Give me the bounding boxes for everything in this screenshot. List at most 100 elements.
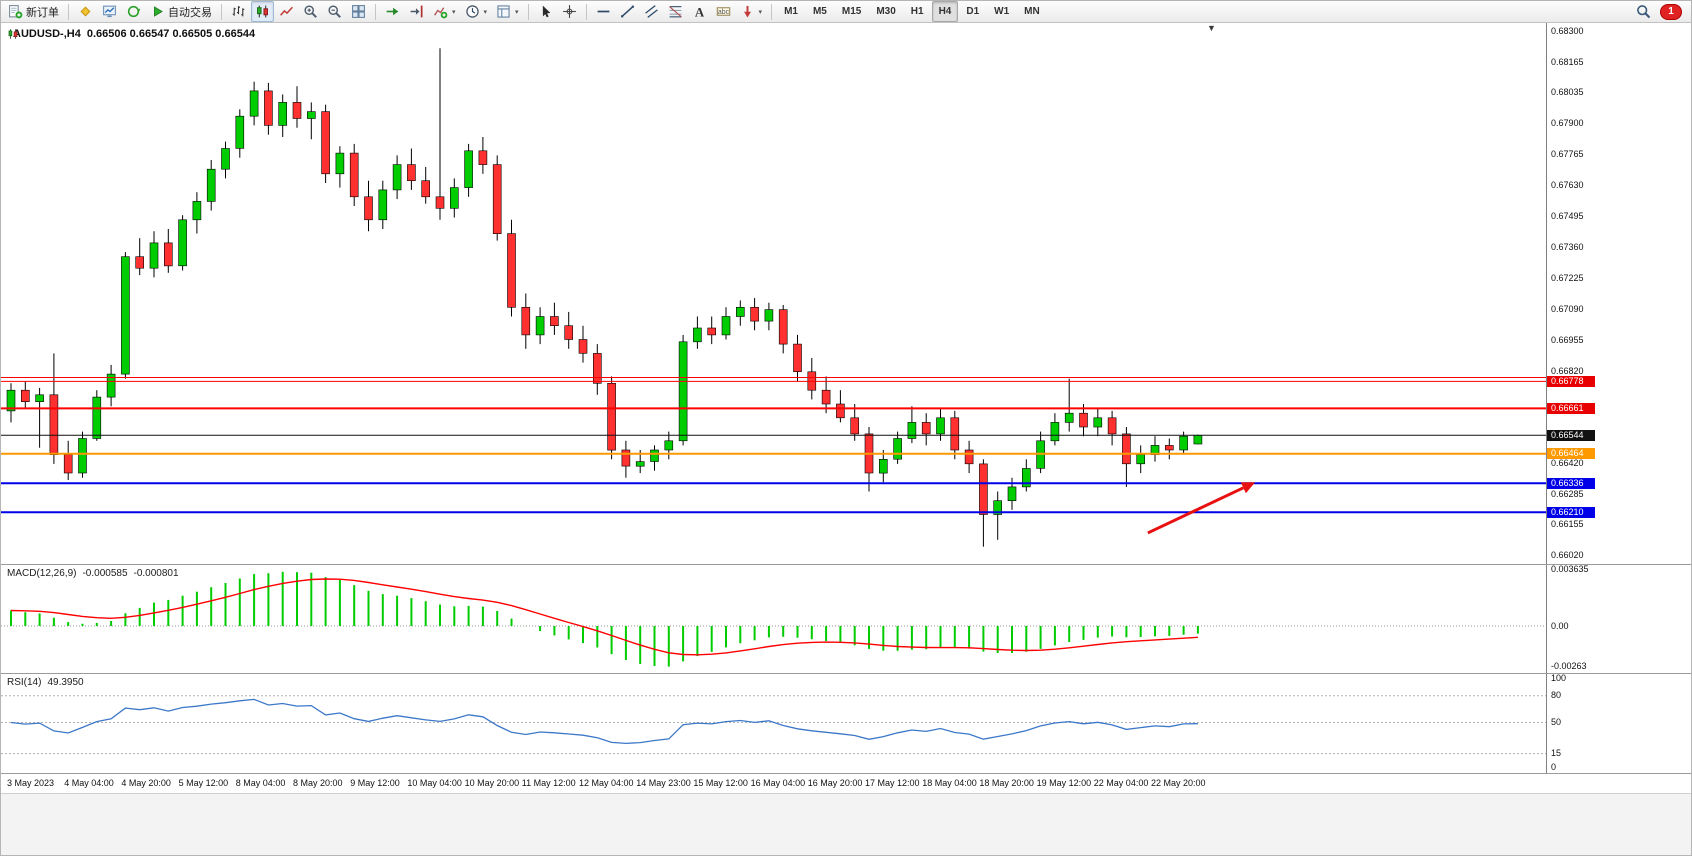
dropdown-arrow-icon: ▾ [515, 8, 519, 16]
price-axis-label: 0.67765 [1551, 148, 1584, 159]
data-window-icon [126, 4, 141, 19]
timeframe-w1-button[interactable]: W1 [994, 6, 1010, 17]
time-axis-label: 12 May 04:00 [579, 778, 634, 788]
timeframe-h4-button[interactable]: H4 [931, 1, 959, 22]
toolbar-separator [375, 3, 376, 20]
chart-shift-marker-icon[interactable] [1207, 23, 1216, 33]
line-icon [279, 4, 294, 19]
tile-icon [351, 4, 366, 19]
macd-axis-label: 0.00 [1551, 620, 1569, 631]
timeframe-m15-button[interactable]: M15 [841, 6, 862, 17]
candlestick-chart-button[interactable] [251, 1, 274, 22]
notification-badge[interactable]: 1 [1660, 3, 1682, 20]
timeframe-h1-button[interactable]: H1 [910, 6, 924, 17]
bar-chart-button[interactable] [227, 1, 250, 22]
fibonacci-button[interactable] [664, 1, 687, 22]
time-axis-label: 8 May 20:00 [293, 778, 343, 788]
time-axis-label: 22 May 04:00 [1093, 778, 1149, 788]
templates-button[interactable]: ▾ [492, 1, 523, 22]
indicators-icon [433, 4, 448, 19]
rsi-axis-label: 100 [1551, 672, 1567, 683]
timeframe-m30-button[interactable]: M30 [876, 6, 896, 17]
toolbar-separator [68, 3, 69, 20]
rsi-axis[interactable]: 100 80 50 15 0 [1546, 672, 1691, 773]
timeframe-mn-button[interactable]: MN [1024, 6, 1040, 17]
time-axis-label: 3 May 2023 [7, 778, 55, 788]
new-order-icon [8, 4, 23, 19]
price-axis-label: 0.67360 [1551, 242, 1584, 252]
line-chart-button[interactable] [275, 1, 298, 22]
macd-label: MACD(12,26,9) -0.000585 -0.000801 [7, 568, 179, 579]
main-chart[interactable]: AUDUSD-,H4 0.66506 0.66547 0.66505 0.665… [1, 23, 1546, 564]
bars-icon [231, 4, 246, 19]
dropdown-arrow-icon: ▾ [758, 8, 763, 16]
candlestick-chart-canvas [1, 48, 1546, 547]
text-icon: A [692, 4, 707, 19]
macd-canvas [1, 571, 1546, 667]
cursor-button[interactable] [534, 1, 557, 22]
label-button[interactable]: abc [712, 1, 735, 22]
macd-axis-label: 0.003635 [1551, 564, 1589, 574]
price-axis-label: 0.68300 [1551, 25, 1584, 36]
price-axis-label: 0.67495 [1551, 210, 1584, 221]
periods-button[interactable]: ▾ [461, 1, 492, 22]
price-tag-0.66464: 0.66464 [1547, 448, 1595, 460]
price-tag-0.66210: 0.66210 [1547, 506, 1595, 518]
time-axis-label: 5 May 12:00 [178, 778, 229, 788]
time-axis-label: 8 May 04:00 [235, 778, 286, 788]
rsi-label: RSI(14) 49.3950 [7, 677, 84, 688]
metaeditor-button[interactable] [74, 1, 97, 22]
search-button[interactable] [1632, 1, 1655, 22]
price-tag-0.66544: 0.66544 [1547, 429, 1595, 441]
time-axis[interactable]: 3 May 2023 4 May 04:00 4 May 20:00 5 May 12… [1, 774, 1691, 793]
cursor-icon [538, 4, 553, 19]
toolbar-separator [221, 3, 222, 20]
price-axis[interactable]: 0.68300 0.68165 0.68035 0.67900 0.67765 0.676… [1546, 23, 1691, 564]
auto-scroll-button[interactable] [381, 1, 404, 22]
horizontal-line-button[interactable] [592, 1, 615, 22]
auto-scroll-icon [385, 4, 400, 19]
zoom-in-icon [303, 4, 318, 19]
time-axis-label: 4 May 20:00 [121, 778, 171, 788]
hline-icon [596, 4, 611, 19]
macd-axis[interactable]: 0.003635 0.00 -0.00263 [1546, 564, 1691, 673]
dropdown-arrow-icon: ▾ [452, 8, 456, 16]
price-axis-label: 0.66820 [1551, 366, 1584, 377]
data-window-button[interactable] [122, 1, 145, 22]
zoom-out-button[interactable] [323, 1, 346, 22]
time-axis-label: 17 May 12:00 [865, 778, 920, 788]
toolbar-separator [527, 3, 529, 20]
toolbar-right-group: 1 [1632, 1, 1690, 22]
timeframe-m1-button[interactable]: M1 [784, 6, 798, 17]
text-button[interactable]: A [688, 1, 711, 22]
zoom-in-button[interactable] [299, 1, 322, 22]
timeframe-m5-button[interactable]: M5 [812, 6, 827, 17]
time-axis-label: 10 May 04:00 [407, 778, 462, 788]
crosshair-button[interactable] [558, 1, 581, 22]
rsi-panel[interactable]: RSI(14) 49.3950 [1, 674, 1546, 773]
trendline-button[interactable] [616, 1, 639, 22]
new-order-button-label: 新订单 [26, 6, 59, 19]
macd-panel[interactable]: MACD(12,26,9) -0.000585 -0.000801 [1, 565, 1546, 673]
indicators-button[interactable]: ▾ [429, 1, 460, 22]
play-icon [150, 4, 165, 19]
market-watch-button[interactable] [98, 1, 121, 22]
dropdown-arrow-icon: ▾ [483, 8, 488, 16]
rsi-value: 49.3950 [47, 677, 84, 688]
chart-shift-button[interactable] [405, 1, 428, 22]
channel-button[interactable] [640, 1, 663, 22]
auto-trading-button[interactable]: 自动交易 [146, 1, 216, 22]
tile-windows-button[interactable] [347, 1, 370, 22]
candles-icon [255, 4, 270, 19]
new-order-button[interactable]: 新订单 [4, 1, 63, 22]
timeframe-d1-button[interactable]: D1 [966, 6, 980, 17]
time-axis-label: 9 May 12:00 [350, 778, 400, 788]
price-axis-label: 0.66420 [1551, 458, 1584, 469]
price-axis-label: 0.67900 [1551, 117, 1584, 128]
price-axis-label: 0.67225 [1551, 273, 1584, 283]
rsi-panel-separator[interactable] [1, 673, 1691, 674]
arrows-button[interactable]: ▾ [736, 1, 767, 22]
macd-name: MACD(12,26,9) [7, 568, 77, 579]
macd-panel-separator[interactable] [1, 564, 1691, 565]
time-axis-label: 4 May 04:00 [64, 778, 114, 788]
